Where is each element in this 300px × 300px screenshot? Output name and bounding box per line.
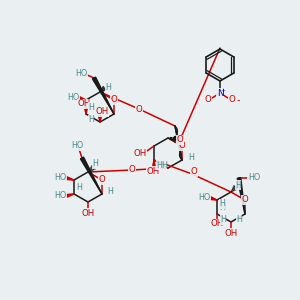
Text: H: H xyxy=(76,182,82,191)
Text: HO: HO xyxy=(54,173,66,182)
Text: O: O xyxy=(205,94,212,103)
Text: H: H xyxy=(161,160,167,169)
Text: OH: OH xyxy=(77,100,91,109)
Polygon shape xyxy=(80,157,102,194)
Text: H: H xyxy=(235,181,241,190)
Text: +: + xyxy=(220,88,226,94)
Polygon shape xyxy=(152,160,155,168)
Text: H: H xyxy=(92,160,98,169)
Polygon shape xyxy=(237,178,245,214)
Text: H: H xyxy=(188,154,194,163)
Text: H: H xyxy=(107,188,113,196)
Text: H: H xyxy=(156,160,162,169)
Text: HO: HO xyxy=(54,191,66,200)
Text: O: O xyxy=(178,142,185,151)
Text: H: H xyxy=(219,200,225,208)
Text: O: O xyxy=(136,104,142,113)
Text: H: H xyxy=(219,202,225,211)
Polygon shape xyxy=(79,97,86,100)
Polygon shape xyxy=(66,176,74,180)
Text: HO: HO xyxy=(67,94,79,103)
Polygon shape xyxy=(66,194,74,197)
Text: O: O xyxy=(99,176,105,184)
Text: OH: OH xyxy=(224,229,238,238)
Text: HO: HO xyxy=(75,68,87,77)
Polygon shape xyxy=(85,108,88,114)
Text: N: N xyxy=(217,88,224,98)
Text: O: O xyxy=(190,167,197,176)
Polygon shape xyxy=(210,196,217,200)
Text: OH: OH xyxy=(210,220,224,229)
Text: H: H xyxy=(236,215,242,224)
Text: H: H xyxy=(88,116,94,124)
Text: H: H xyxy=(105,82,111,91)
Text: HO: HO xyxy=(248,173,260,182)
Polygon shape xyxy=(92,77,114,114)
Text: O: O xyxy=(111,95,117,104)
Text: O: O xyxy=(177,136,183,145)
Text: OH: OH xyxy=(81,208,94,217)
Text: H: H xyxy=(220,215,226,224)
Text: O: O xyxy=(242,196,248,205)
Text: H: H xyxy=(88,103,94,112)
Text: O: O xyxy=(129,166,135,175)
Text: OH: OH xyxy=(146,167,160,176)
Text: HO: HO xyxy=(198,194,210,202)
Text: HO: HO xyxy=(71,142,83,151)
Text: OH: OH xyxy=(134,149,147,158)
Text: OH: OH xyxy=(95,107,109,116)
Text: -: - xyxy=(236,95,240,105)
Polygon shape xyxy=(98,116,101,122)
Text: O: O xyxy=(229,94,236,103)
